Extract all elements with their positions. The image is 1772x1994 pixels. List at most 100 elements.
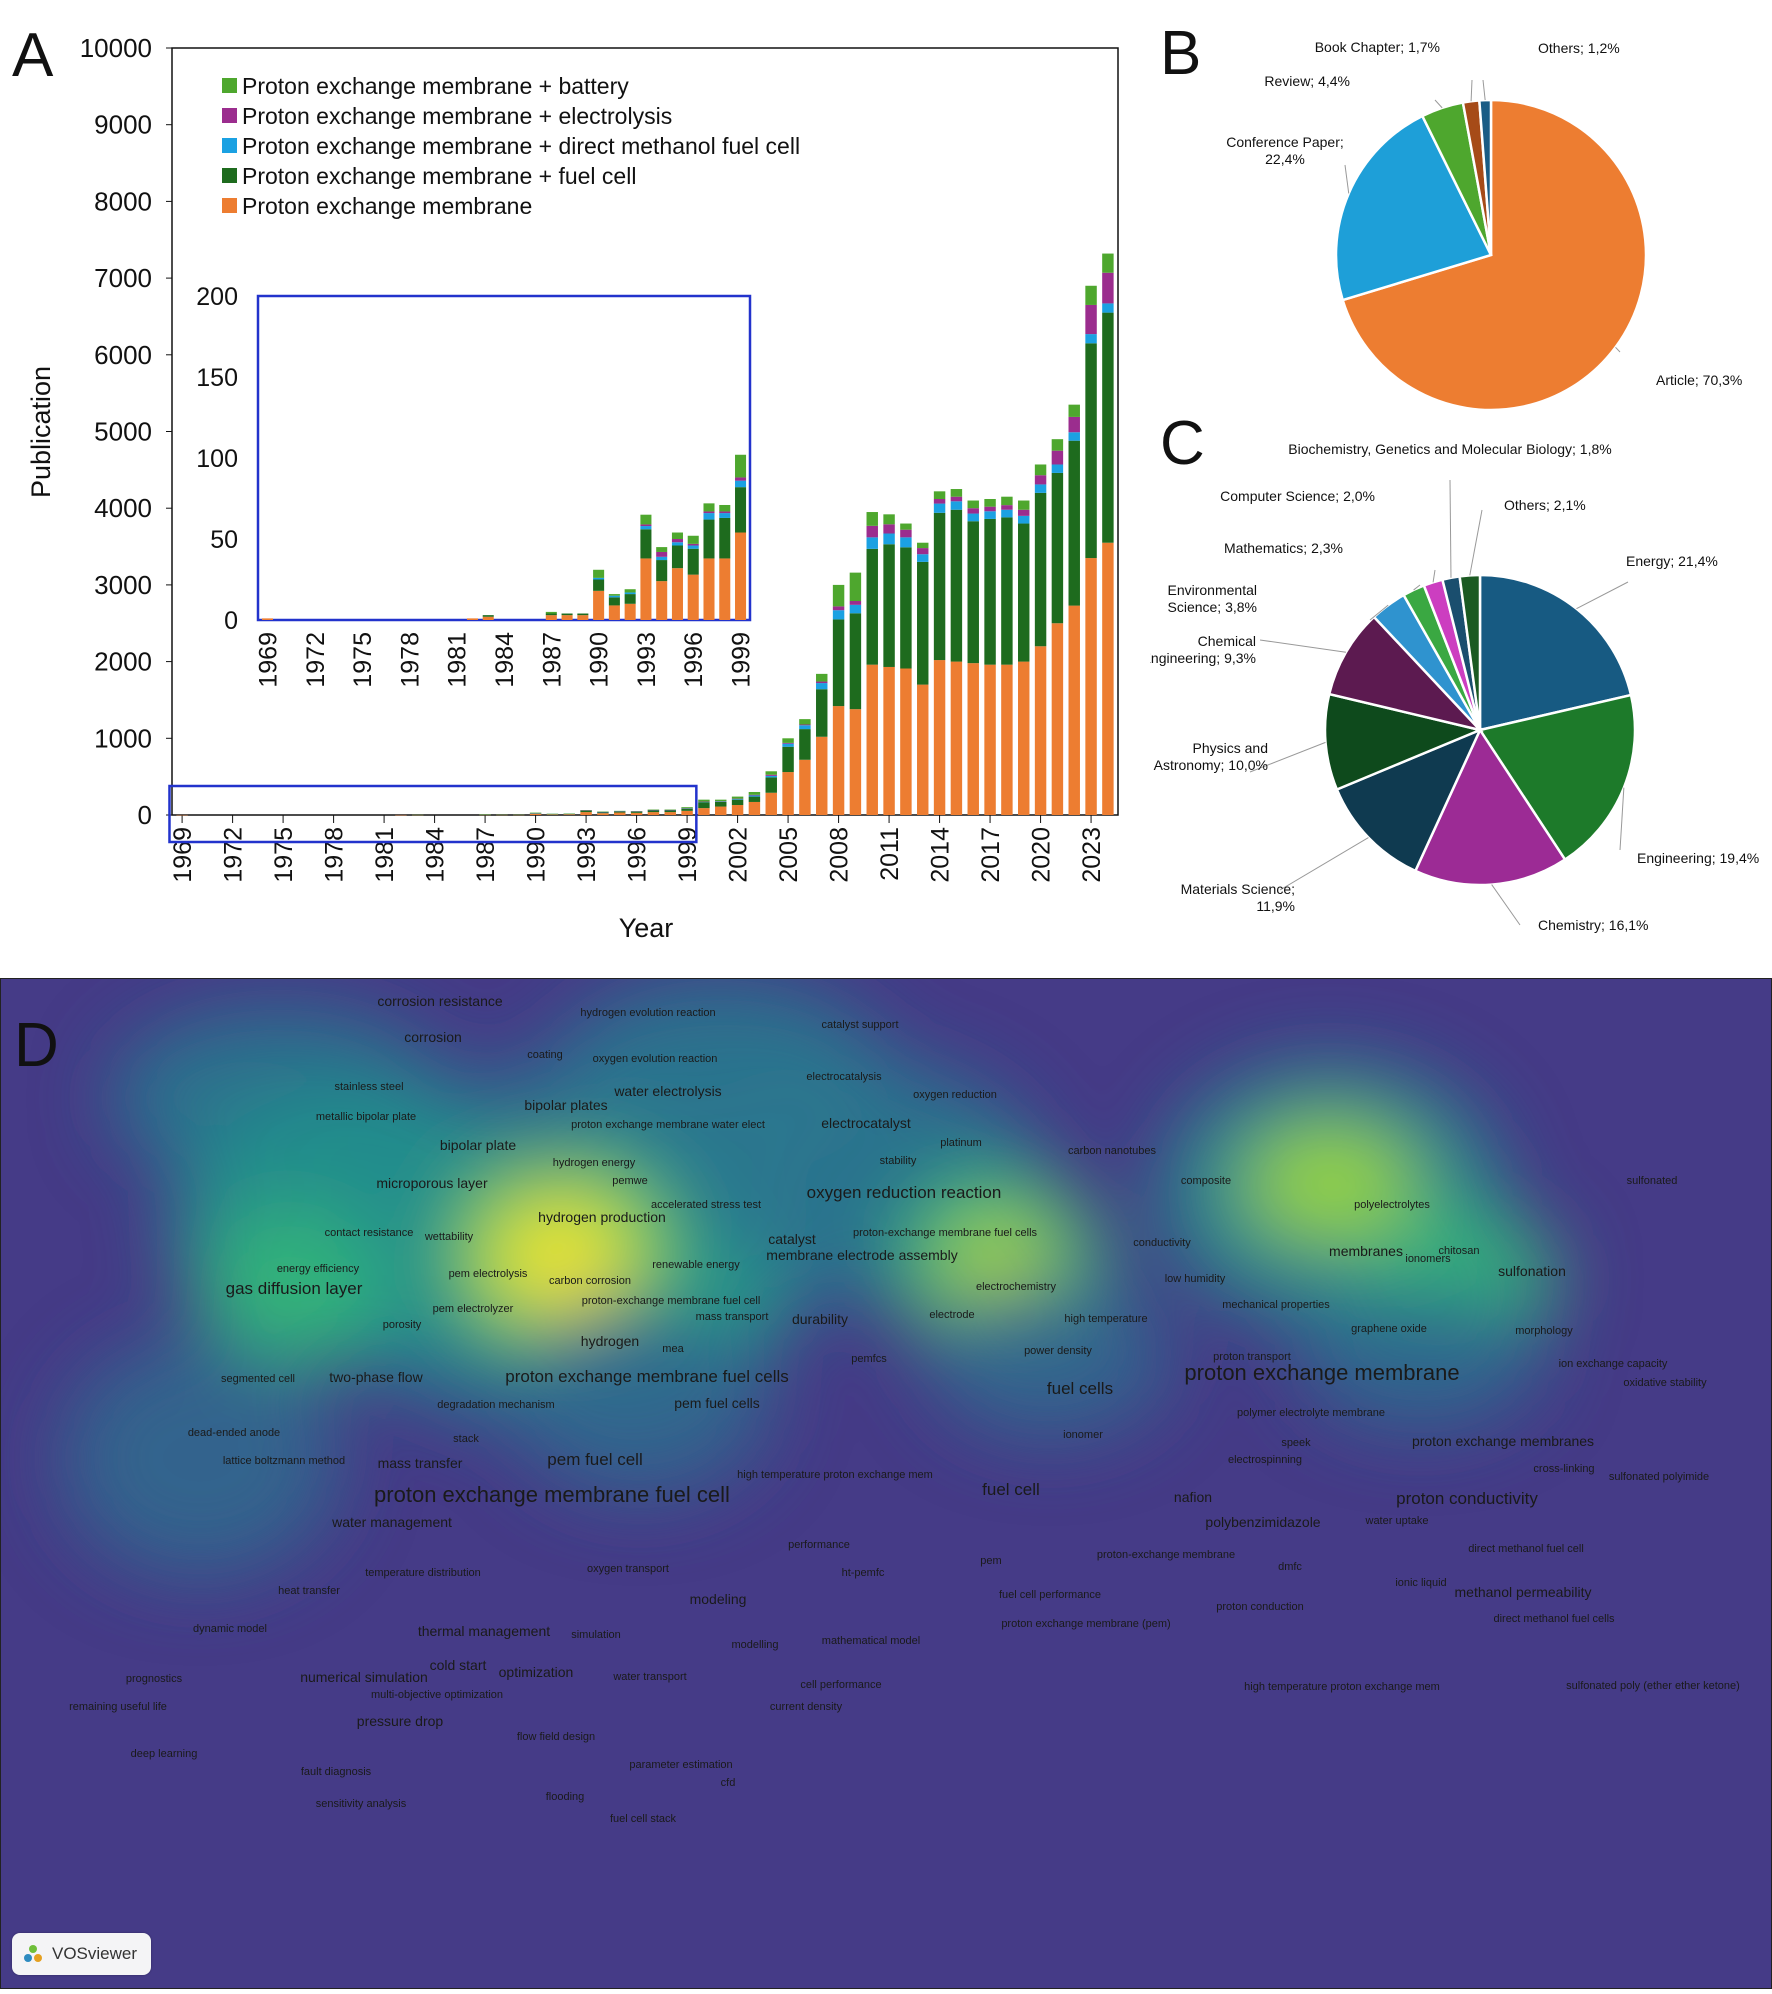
inset-x-tick-label: 1987 <box>538 632 566 688</box>
bar-segment <box>1018 662 1029 815</box>
bar-segment <box>968 514 979 522</box>
keyword-label: cross-linking <box>1533 1463 1594 1475</box>
pie-slice-label: Astronomy; 10,0% <box>1154 757 1268 773</box>
bar-segment <box>1102 303 1113 312</box>
bar-segment <box>1035 493 1046 646</box>
inset-bar-segment <box>625 604 636 620</box>
keyword-label: microporous layer <box>376 1175 488 1191</box>
inset-bar-segment <box>735 481 746 487</box>
inset-bar-segment <box>719 505 730 511</box>
bar-segment <box>665 812 676 815</box>
bar-segment <box>816 683 827 689</box>
x-tick-label: 1978 <box>321 827 349 883</box>
keyword-label: carbon corrosion <box>549 1275 631 1287</box>
bar-segment <box>614 813 625 815</box>
bar-segment <box>883 534 894 545</box>
bar-segment <box>749 802 760 815</box>
x-tick-label: 1975 <box>270 827 298 883</box>
bar-segment <box>715 807 726 815</box>
keyword-label: electrode <box>929 1309 974 1321</box>
bar-segment <box>984 499 995 507</box>
inset-y-tick-label: 100 <box>196 445 238 473</box>
bar-segment <box>883 524 894 533</box>
keyword-label: oxygen transport <box>587 1563 669 1575</box>
bar-segment <box>564 814 575 815</box>
bar-segment <box>951 501 962 509</box>
keyword-label: stainless steel <box>334 1081 403 1093</box>
panel-letter-c: C <box>1160 409 1205 478</box>
bar-segment <box>799 760 810 815</box>
keyword-label: pem <box>980 1555 1001 1567</box>
bar-segment <box>917 548 928 554</box>
bar-segment <box>597 813 608 815</box>
x-tick-label: 2005 <box>775 827 803 883</box>
bar-segment <box>749 795 760 796</box>
bar-segment <box>900 547 911 668</box>
keyword-label: parameter estimation <box>629 1759 732 1771</box>
inset-x-tick-label: 1972 <box>302 632 330 688</box>
density-hotspot <box>930 1278 1170 1438</box>
keyword-label: mea <box>662 1343 684 1355</box>
x-tick-label: 2023 <box>1078 827 1106 883</box>
inset-bar-segment <box>719 518 730 559</box>
keyword-label: pemfcs <box>851 1353 887 1365</box>
bar-segment <box>580 812 591 815</box>
inset-bar-segment <box>672 568 683 620</box>
keyword-label: simulation <box>571 1629 621 1641</box>
pie-slice-label: Physics and <box>1193 740 1268 756</box>
bar-segment <box>1069 606 1080 815</box>
keyword-label: proton conduction <box>1216 1601 1303 1613</box>
bar-segment <box>1001 497 1012 505</box>
keyword-label: oxygen evolution reaction <box>593 1053 718 1065</box>
panel-b-document-type-pie: B Article; 70,3%Conference Paper;22,4%Re… <box>1150 0 1772 410</box>
keyword-label: proton exchange membrane (pem) <box>1001 1618 1170 1630</box>
keyword-label: high temperature proton exchange mem <box>1244 1681 1440 1693</box>
bar-segment <box>631 813 642 815</box>
bar-segment <box>934 504 945 513</box>
keyword-label: water electrolysis <box>613 1083 721 1099</box>
keyword-label: thermal management <box>418 1623 550 1639</box>
keyword-label: water transport <box>612 1671 686 1683</box>
bar-segment <box>833 585 844 606</box>
inset-bar-segment <box>562 614 573 616</box>
bar-segment <box>833 706 844 815</box>
bar-segment <box>1035 464 1046 475</box>
keyword-label: electrochemistry <box>976 1281 1057 1293</box>
keyword-label: composite <box>1181 1175 1231 1187</box>
x-tick-label: 2008 <box>826 827 854 883</box>
keyword-label: mathematical model <box>822 1635 920 1647</box>
keyword-label: corrosion resistance <box>377 993 502 1009</box>
vosviewer-badge[interactable]: VOSviewer <box>12 1933 151 1975</box>
keyword-label: ionic liquid <box>1395 1577 1446 1589</box>
y-tick-label: 7000 <box>94 263 152 293</box>
bar-segment <box>749 797 760 802</box>
inset-x-tick-label: 1993 <box>633 632 661 688</box>
keyword-label: membranes <box>1329 1243 1403 1259</box>
keyword-label: deep learning <box>131 1748 198 1760</box>
keyword-label: stack <box>453 1433 479 1445</box>
y-tick-label: 6000 <box>94 340 152 370</box>
inset-bar-segment <box>688 544 699 546</box>
keyword-label: flow field design <box>517 1731 595 1743</box>
bar-segment <box>732 799 743 800</box>
bar-segment <box>833 606 844 610</box>
y-tick-label: 10000 <box>80 33 152 63</box>
keyword-label: performance <box>788 1539 850 1551</box>
keyword-label: cell performance <box>800 1679 881 1691</box>
legend-swatch <box>222 168 237 183</box>
pie-slice-label: 11,9% <box>1256 898 1295 914</box>
bar-segment <box>1102 254 1113 273</box>
x-tick-label: 1984 <box>422 827 450 883</box>
keyword-label: temperature distribution <box>365 1567 481 1579</box>
bar-segment <box>1035 484 1046 492</box>
inset-bar-segment <box>609 605 620 620</box>
bar-segment <box>917 562 928 685</box>
y-tick-label: 1000 <box>94 723 152 753</box>
bar-segment <box>681 811 692 815</box>
legend-label: Proton exchange membrane + electrolysis <box>242 103 672 129</box>
keyword-label: dynamic model <box>193 1623 267 1635</box>
bar-segment <box>547 814 558 815</box>
inset-bar-segment <box>546 612 557 614</box>
